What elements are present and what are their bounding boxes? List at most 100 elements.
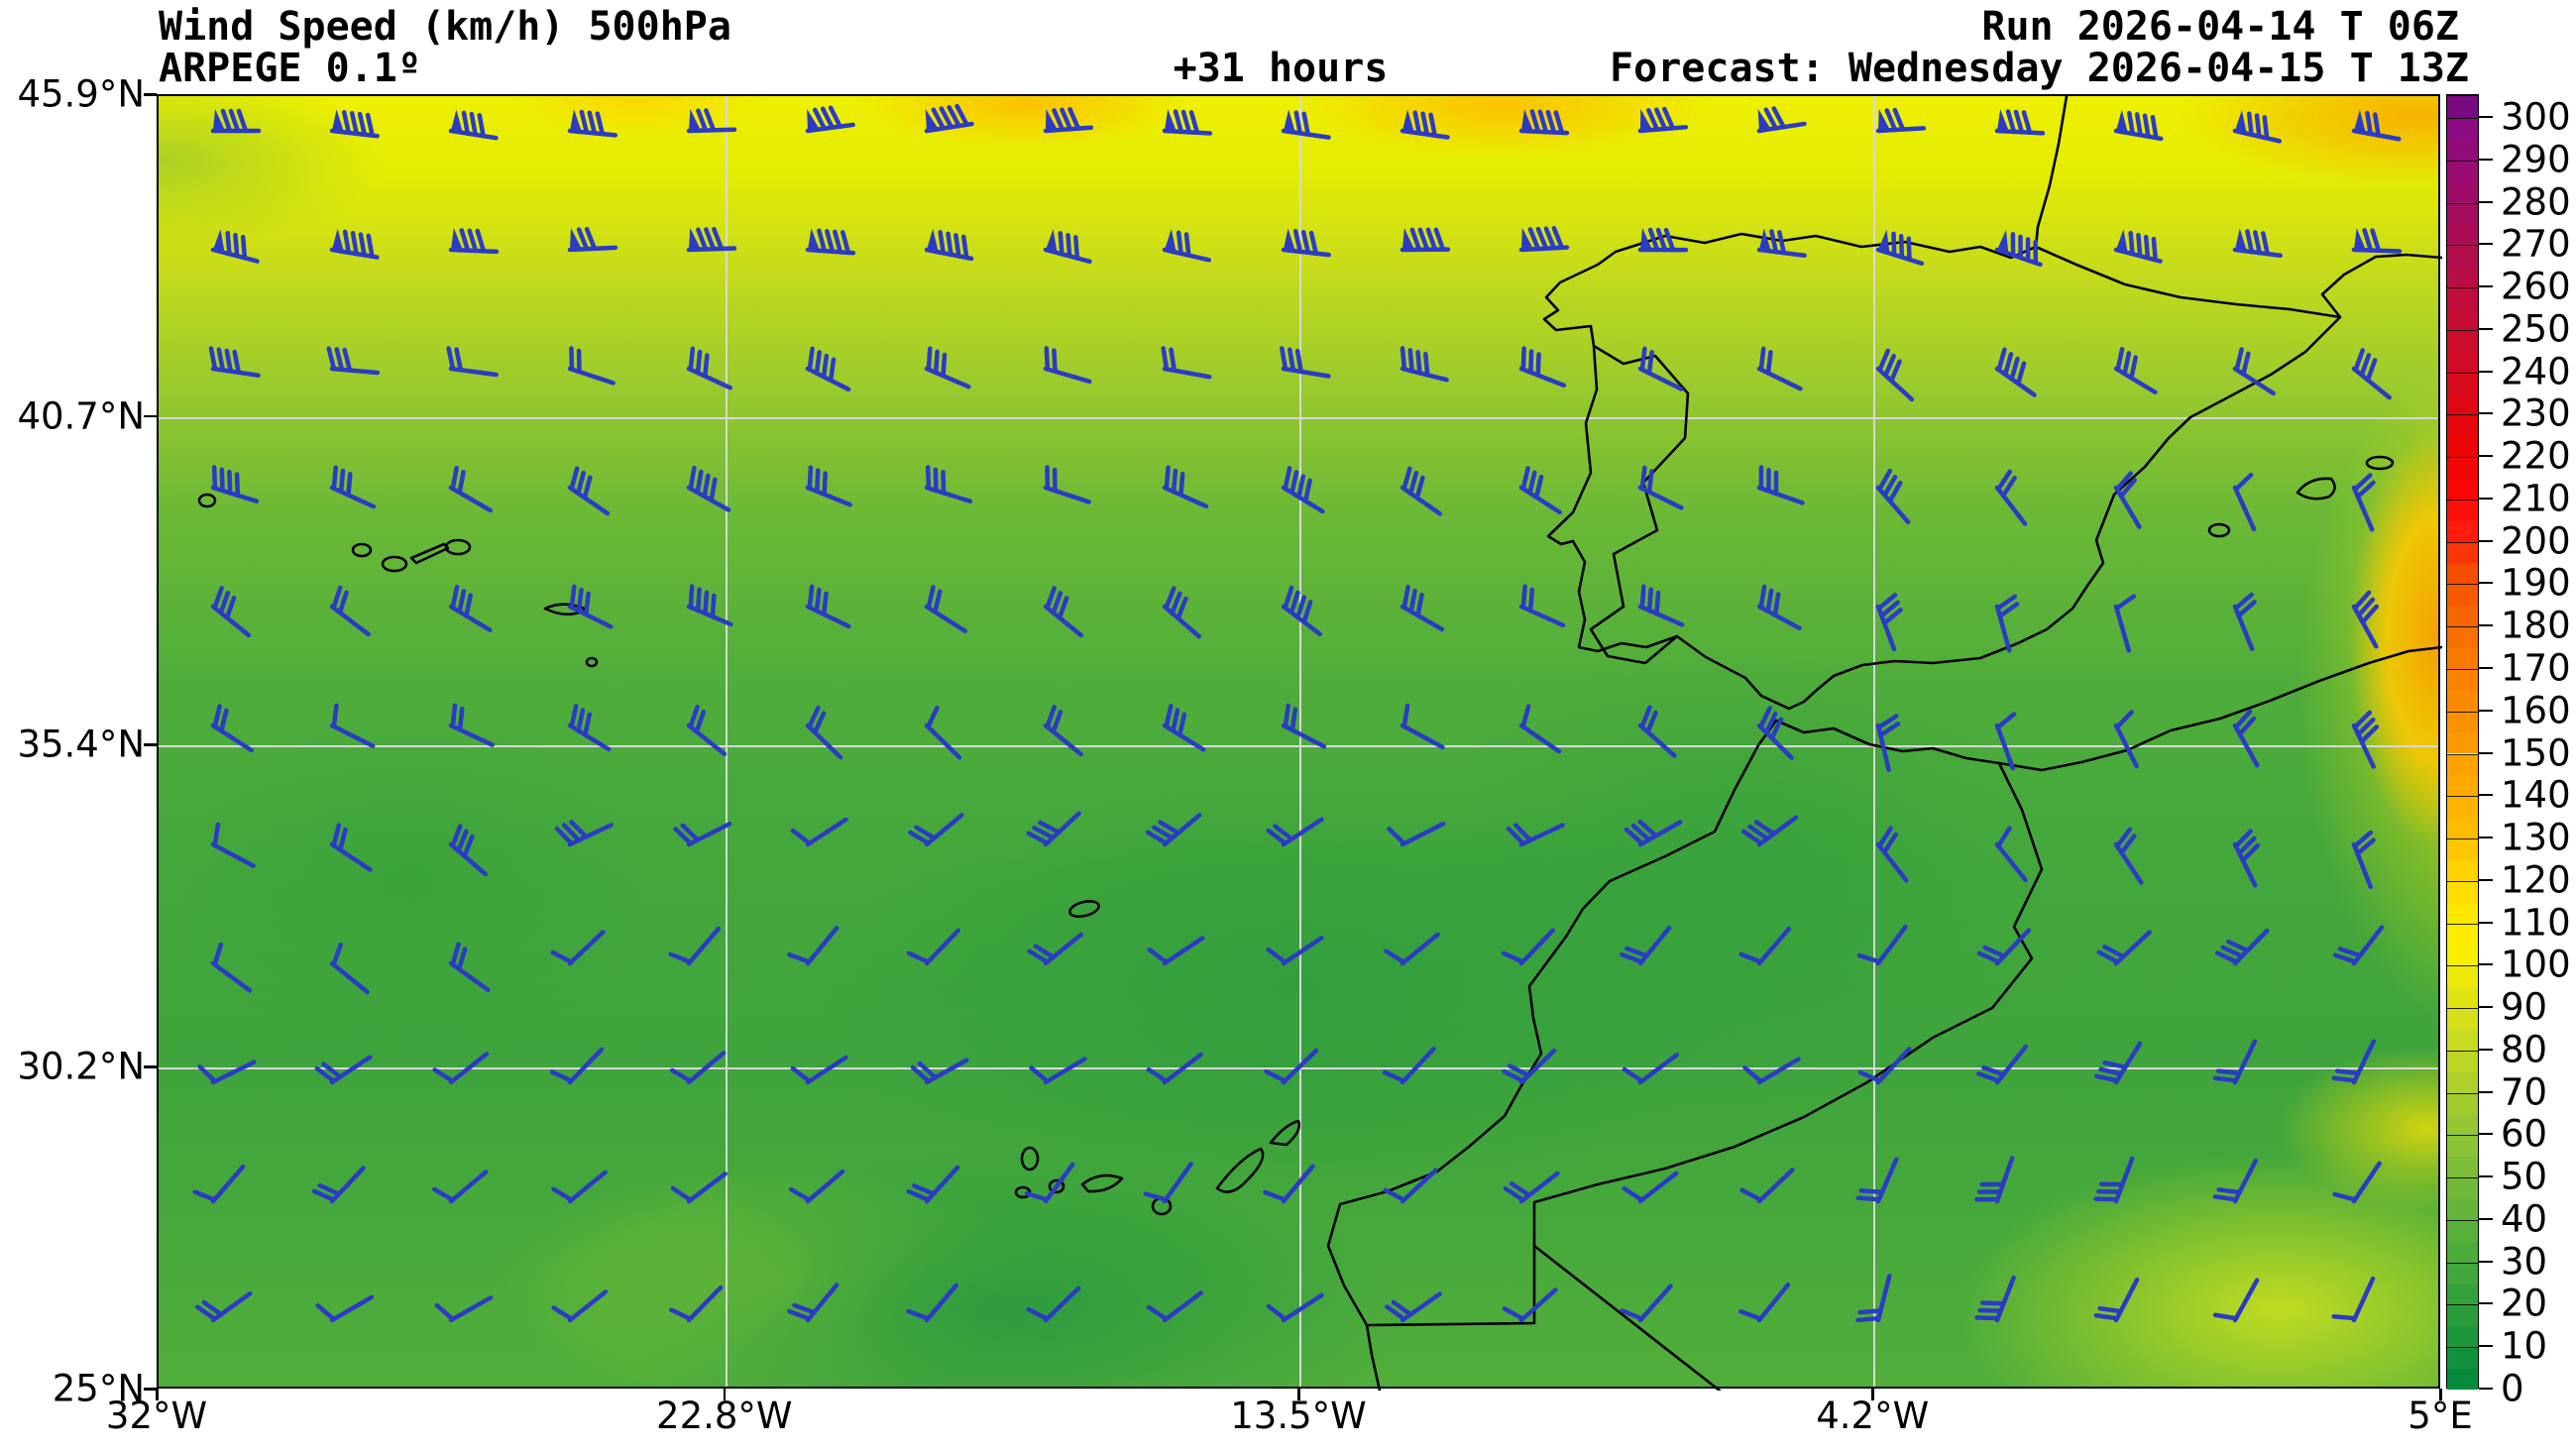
colorbar-tick-label: 280 [2501,180,2571,224]
wind-barb [686,226,737,253]
wind-barb [210,465,260,503]
colorbar-segment [2447,202,2478,246]
wind-barb [1026,1285,1081,1323]
colorbar-segment [2447,1304,2478,1348]
wind-barb [1029,1057,1087,1085]
colorbar-tick-label: 140 [2501,773,2571,817]
colorbar-segment [2447,541,2478,585]
colorbar-tick-label: 120 [2501,858,2571,902]
lat-tick-mark [144,414,157,418]
colorbar-tick-mark [2479,370,2493,373]
wind-barb [1994,594,2020,653]
wind-barb [210,108,262,134]
wind-barb [448,703,495,747]
wind-barb [1994,347,2037,397]
wind-barb [668,926,722,966]
colorbar-tick-mark [2479,878,2493,881]
colorbar-tick-label: 290 [2501,138,2571,181]
wind-barb [1994,826,2028,883]
wind-barb [567,466,611,516]
wind-barb [1738,926,1792,966]
lon-tick-label: 4.2°W [1816,1395,1930,1437]
wind-barb [1266,936,1324,966]
wind-barb [686,465,731,512]
colorbar-segment [2447,372,2478,415]
wind-barb [1637,227,1689,253]
wind-barb [906,928,961,966]
wind-barb [329,585,371,637]
wind-barb [1502,1287,1558,1323]
wind-barb [2331,1039,2377,1085]
gridline-lat [159,745,2438,748]
wind-barb [2212,1039,2258,1085]
wind-barb [1875,229,1925,267]
wind-barb [906,1283,958,1323]
wind-barb [2212,1278,2260,1323]
lat-tick-mark [144,93,157,96]
colorbar-segment [2447,965,2478,1009]
island-azores [197,493,217,508]
gridline-lon [1299,96,1301,1387]
wind-barb [686,705,728,757]
colorbar-segment [2447,923,2478,966]
lon-tick-mark [1871,1389,1874,1400]
wind-barb [2113,471,2142,529]
wind-barb [1383,1168,1438,1204]
wind-barb [210,229,260,264]
colorbar-tick-mark [2479,158,2493,161]
wind-barb [906,1165,960,1204]
wind-barb [1856,924,1908,966]
wind-barb [1518,346,1567,389]
colorbar-tick-label: 200 [2501,519,2571,563]
wind-barb [2351,830,2376,890]
colorbar-scale [2446,94,2479,1390]
wind-barb [924,103,974,134]
wind-barb [1756,228,1807,259]
wind-barb [1043,465,1091,504]
colorbar-tick-mark [2479,624,2493,627]
wind-barb [1756,346,1803,391]
colorbar-tick-mark [2479,582,2493,585]
colorbar-segment [2447,160,2478,203]
colorbar-tick-label: 230 [2501,391,2571,435]
wind-barb [787,1283,840,1323]
wind-barb [1739,1168,1795,1204]
wind-barb [787,926,840,966]
lon-tick-mark [1297,1389,1300,1400]
colorbar-segment [2447,287,2478,330]
wind-barb [2232,472,2257,532]
colorbar-tick-label: 10 [2501,1324,2548,1368]
coastline-africa-med [1774,645,2442,772]
colorbar-tick-label: 190 [2501,561,2571,605]
lon-tick-label: 32°W [105,1395,208,1437]
wind-barb [1043,106,1094,134]
wind-barb [1281,109,1331,140]
wind-barb [554,819,614,847]
island-azores [351,542,373,558]
colorbar-segment [2447,1092,2478,1136]
wind-barb [790,1055,848,1085]
colorbar-segment [2447,1262,2478,1305]
colorbar-tick-label: 40 [2501,1197,2548,1241]
colorbar-tick-mark [2479,497,2493,500]
wind-barb [924,705,962,760]
island-canary [1215,1147,1265,1193]
colorbar-segment [2447,1008,2478,1051]
colorbar: 0 10 20 30 40 50 60 70 80 90 100 110 120 130 140 150 160… [2446,94,2575,1407]
lat-tick-label: 30.2°N [17,1045,145,1088]
wind-barb [197,1060,257,1085]
colorbar-tick-mark [2479,1133,2493,1136]
border-france-spain [2034,245,2342,319]
colorbar-tick-label: 60 [2501,1112,2548,1156]
wind-barb [2212,1158,2259,1204]
wind-barb [1281,228,1331,258]
wind-barb [1043,346,1092,385]
wind-barb [567,226,618,253]
wind-barb [1637,106,1689,134]
wind-barb [1738,1283,1791,1323]
colorbar-segment [2447,1347,2478,1390]
wind-barb [1501,928,1555,966]
wind-barb [805,584,851,629]
colorbar-tick-mark [2479,1345,2493,1348]
wind-barb [2232,829,2261,888]
